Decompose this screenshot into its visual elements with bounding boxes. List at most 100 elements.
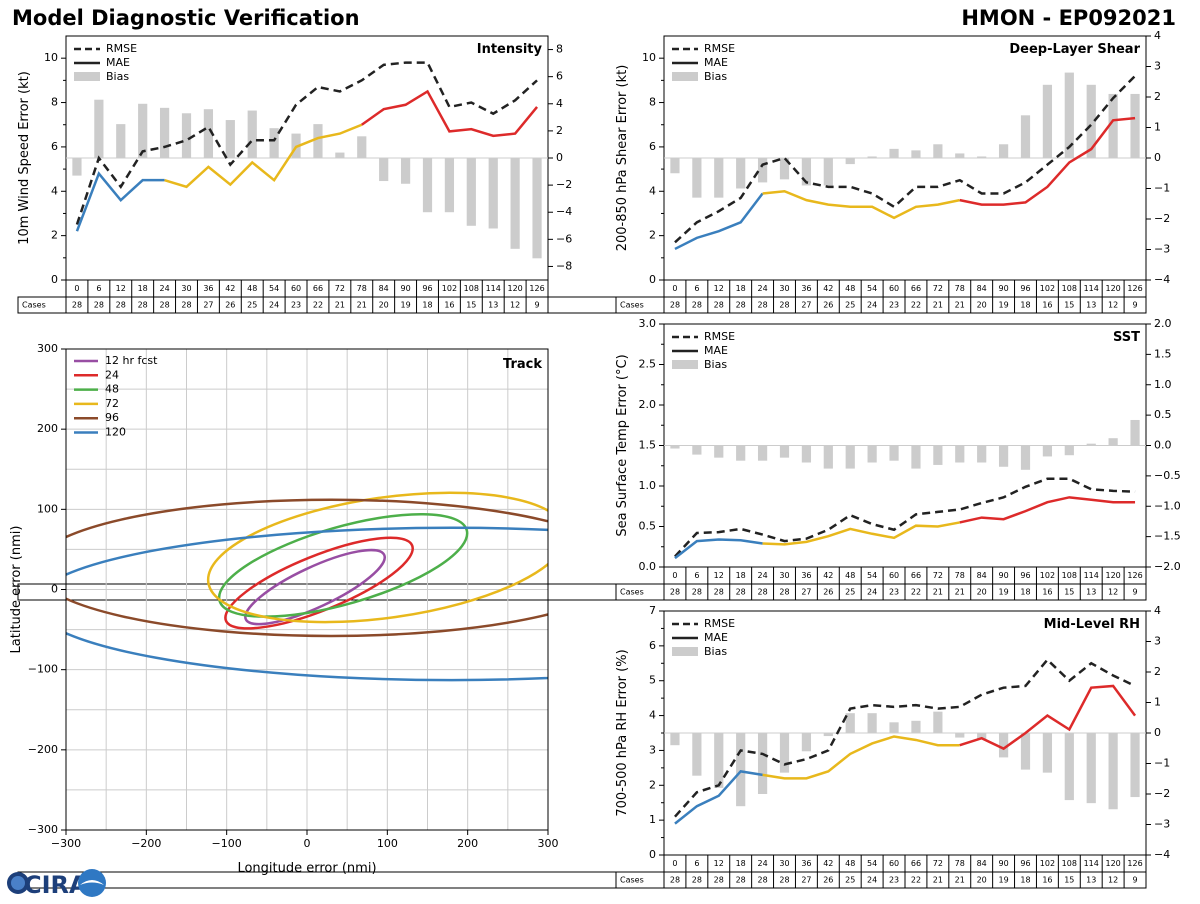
sst-bias-bar-30 xyxy=(779,445,790,458)
rh-hour-label-114: 114 xyxy=(1084,859,1099,868)
intensity-bias-bar-114 xyxy=(488,158,498,229)
sst-bias-bar-108 xyxy=(1064,445,1074,456)
sst-case-count-90: 19 xyxy=(998,588,1008,597)
intensity-case-count-84: 20 xyxy=(379,301,389,310)
shear-hour-label-42: 42 xyxy=(823,284,833,293)
shear-legend-mae-label: MAE xyxy=(704,56,728,69)
intensity-hour-label-108: 108 xyxy=(464,284,479,293)
track-y-tick-label: −300 xyxy=(28,823,58,836)
page-title: Model Diagnostic Verification xyxy=(12,6,360,30)
intensity-y2-tick-label: 2 xyxy=(556,124,563,137)
sst-y-tick-label: 2.0 xyxy=(639,398,657,411)
rh-case-count-54: 24 xyxy=(867,876,877,885)
rh-bias-bar-96 xyxy=(1020,733,1031,770)
rh-hour-label-60: 60 xyxy=(889,859,899,868)
intensity-bias-bar-36 xyxy=(203,109,214,158)
shear-case-count-12: 28 xyxy=(714,301,724,310)
shear-case-count-24: 28 xyxy=(757,301,767,310)
rh-legend-rmse-label: RMSE xyxy=(704,617,735,630)
sst-hour-label-108: 108 xyxy=(1062,571,1077,580)
shear-case-count-18: 28 xyxy=(736,301,746,310)
sst-y2-tick-label: −0.5 xyxy=(1154,469,1181,482)
shear-hour-label-12: 12 xyxy=(714,284,724,293)
intensity-legend-rmse-label: RMSE xyxy=(106,42,137,55)
sst-y-tick-label: 0.0 xyxy=(639,560,657,573)
rh-y-tick-label: 4 xyxy=(649,709,656,722)
intensity-hour-label-66: 66 xyxy=(313,284,323,293)
intensity-case-count-96: 18 xyxy=(422,301,432,310)
shear-bias-bar-36 xyxy=(801,158,812,186)
rh-bias-bar-60 xyxy=(889,722,899,733)
rh-legend-bias-swatch xyxy=(672,647,698,656)
rh-y-axis-label: 700-500 hPa RH Error (%) xyxy=(615,649,630,816)
intensity-bias-bar-72 xyxy=(335,152,345,158)
rh-bias-bar-90 xyxy=(998,733,1009,758)
shear-hour-label-60: 60 xyxy=(889,284,899,293)
sst-mae-line-segment-1 xyxy=(674,538,763,560)
shear-y2-tick-label: −2 xyxy=(1154,212,1170,225)
track-ellipse-72 xyxy=(206,491,548,624)
sst-case-count-84: 20 xyxy=(977,588,987,597)
noaa-icon xyxy=(78,869,106,897)
track-x-tick-label: 0 xyxy=(304,837,311,850)
shear-hour-label-18: 18 xyxy=(736,284,746,293)
sst-case-count-72: 21 xyxy=(933,588,943,597)
rh-case-count-12: 28 xyxy=(714,876,724,885)
sst-case-count-12: 28 xyxy=(714,588,724,597)
rh-hour-label-120: 120 xyxy=(1105,859,1120,868)
intensity-y2-tick-label: −8 xyxy=(556,259,572,272)
rh-case-count-66: 22 xyxy=(911,876,921,885)
sst-bias-bar-126 xyxy=(1130,419,1140,446)
intensity-legend-bias-swatch xyxy=(74,72,100,81)
sst-hour-label-48: 48 xyxy=(845,571,855,580)
sst-y-tick-label: 2.5 xyxy=(639,358,657,371)
shear-bias-bar-102 xyxy=(1042,84,1053,158)
shear-hour-label-30: 30 xyxy=(779,284,789,293)
sst-hour-label-12: 12 xyxy=(714,571,724,580)
sst-case-count-48: 25 xyxy=(845,588,855,597)
intensity-title: Intensity xyxy=(477,42,543,57)
rh-y2-tick-label: −1 xyxy=(1154,757,1170,770)
rh-hour-label-54: 54 xyxy=(867,859,877,868)
rh-case-count-126: 9 xyxy=(1132,876,1137,885)
intensity-case-count-48: 25 xyxy=(247,301,257,310)
intensity-y2-tick-label: 4 xyxy=(556,97,563,110)
rh-case-count-0: 28 xyxy=(670,876,680,885)
intensity-case-count-18: 28 xyxy=(138,301,148,310)
sst-hour-label-72: 72 xyxy=(933,571,943,580)
track-x-axis-label: Longitude error (nmi) xyxy=(237,861,376,876)
intensity-case-count-0: 28 xyxy=(72,301,82,310)
rh-bias-bar-18 xyxy=(736,733,746,807)
shear-case-count-102: 16 xyxy=(1042,301,1052,310)
sst-bias-bar-48 xyxy=(845,445,855,469)
sst-hour-label-114: 114 xyxy=(1084,571,1099,580)
shear-bias-bar-60 xyxy=(889,148,899,158)
intensity-bias-bar-42 xyxy=(225,120,235,158)
sst-y-tick-label: 3.0 xyxy=(639,317,657,330)
rh-y-tick-label: 3 xyxy=(649,743,656,756)
sst-case-count-18: 28 xyxy=(736,588,746,597)
shear-y-axis-label: 200-850 hPa Shear Error (kt) xyxy=(615,65,630,252)
sst-cases-label: Cases xyxy=(620,588,644,597)
sst-hour-label-60: 60 xyxy=(889,571,899,580)
intensity-hour-label-102: 102 xyxy=(442,284,457,293)
rh-bias-bar-6 xyxy=(692,733,702,776)
sst-case-count-66: 22 xyxy=(911,588,921,597)
sst-bias-bar-0 xyxy=(670,445,680,449)
sst-bias-bar-90 xyxy=(998,445,1009,467)
rh-case-count-6: 28 xyxy=(692,876,702,885)
shear-hour-label-84: 84 xyxy=(977,284,987,293)
intensity-hour-label-126: 126 xyxy=(529,284,544,293)
track-legend-label-96: 96 xyxy=(105,411,119,424)
sst-bias-bar-78 xyxy=(955,445,965,463)
sst-bias-bar-102 xyxy=(1042,445,1053,457)
intensity-hour-label-60: 60 xyxy=(291,284,301,293)
track-x-tick-label: −200 xyxy=(131,837,161,850)
rh-y-tick-label: 7 xyxy=(649,604,656,617)
intensity-y2-tick-label: 0 xyxy=(556,151,563,164)
shear-bias-bar-30 xyxy=(779,158,790,180)
sst-rmse-line xyxy=(674,477,1136,558)
intensity-bias-bar-30 xyxy=(181,113,192,158)
shear-bias-bar-18 xyxy=(736,158,746,189)
rh-hour-label-126: 126 xyxy=(1127,859,1142,868)
